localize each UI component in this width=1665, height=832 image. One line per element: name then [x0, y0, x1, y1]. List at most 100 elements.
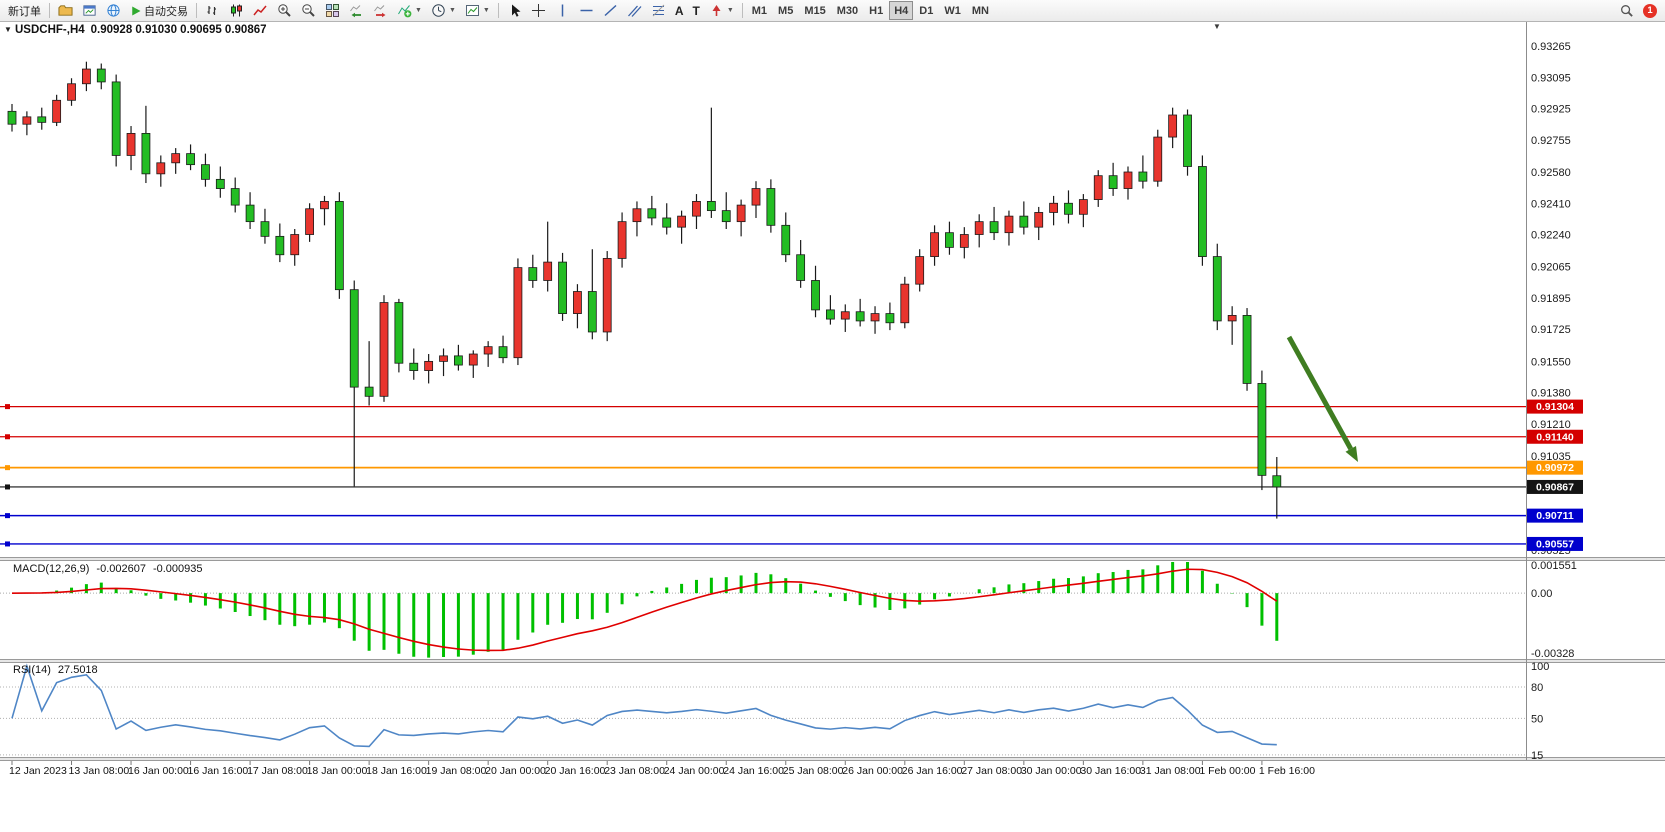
candle: [1138, 155, 1148, 189]
candle: [840, 304, 850, 332]
price-label-box: [1527, 536, 1583, 551]
rsi-axis-label: 80: [1531, 682, 1543, 694]
community-button[interactable]: [102, 1, 125, 20]
templates-button[interactable]: ▼: [461, 1, 494, 20]
timeframe-button-m30[interactable]: M30: [832, 1, 863, 20]
dropdown-caret: ▼: [482, 7, 490, 14]
cursor-button[interactable]: [503, 1, 526, 20]
candle: [409, 348, 419, 380]
line-handle[interactable]: [5, 484, 10, 490]
grid-layer: [0, 21, 1665, 761]
channel-button[interactable]: [623, 1, 646, 20]
timeframe-button-m5[interactable]: M5: [773, 1, 798, 20]
line-handle[interactable]: [5, 404, 10, 410]
label-button[interactable]: T: [688, 1, 703, 20]
time-label: 30 Jan 00:00: [1021, 765, 1082, 777]
price-label-box: [1527, 429, 1583, 444]
candle: [82, 61, 91, 92]
time-label: 30 Jan 16:00: [1080, 765, 1141, 777]
candle: [22, 111, 32, 136]
trend-arrow[interactable]: [1286, 335, 1353, 451]
timeframe-button-mn[interactable]: MN: [967, 1, 994, 20]
trendline-button[interactable]: [599, 1, 622, 20]
candle: [826, 295, 835, 325]
fibonacci-button[interactable]: [647, 1, 670, 20]
time-label: 18 Jan 16:00: [366, 765, 427, 777]
chart-shift-marker[interactable]: ▼: [1213, 22, 1221, 31]
indicators-icon: [397, 3, 412, 18]
trend-arrow-head[interactable]: [1345, 445, 1358, 462]
text-button[interactable]: A: [671, 1, 688, 20]
tile-windows-button[interactable]: [321, 1, 344, 20]
candlestick-chart-button[interactable]: [225, 1, 248, 20]
price-tick: 0.93095: [1531, 72, 1571, 84]
indicators-button[interactable]: ▼: [393, 1, 426, 20]
candle: [587, 249, 597, 340]
timeframe-button-m15[interactable]: M15: [799, 1, 830, 20]
price-label-text: 0.91140: [1536, 431, 1574, 443]
vertical-line-button[interactable]: [551, 1, 574, 20]
timeframe-button-d1[interactable]: D1: [914, 1, 938, 20]
new-order-label: 新订单: [8, 5, 41, 18]
candle: [67, 78, 76, 106]
periods-button[interactable]: ▼: [427, 1, 460, 20]
price-tick: 0.93265: [1531, 41, 1571, 53]
line-handle[interactable]: [5, 513, 10, 519]
zoom-in-button[interactable]: [273, 1, 296, 20]
autotrade-label: 自动交易: [144, 5, 188, 18]
candle: [1272, 456, 1282, 519]
candle: [617, 212, 627, 268]
auto-scroll-button[interactable]: [345, 1, 368, 20]
line-chart-button[interactable]: [249, 1, 272, 20]
bar-chart-button[interactable]: [201, 1, 224, 20]
panel-separator[interactable]: [0, 557, 1665, 561]
time-label: 17 Jan 08:00: [247, 765, 308, 777]
timeframe-button-m1[interactable]: M1: [747, 1, 772, 20]
candle: [528, 254, 538, 288]
candle: [7, 103, 17, 132]
new-order-button[interactable]: 新订单: [4, 1, 45, 20]
search-button[interactable]: [1616, 1, 1638, 20]
time-label: 12 Jan 2023: [9, 765, 67, 777]
chart-shift-button[interactable]: [369, 1, 392, 20]
price-tick: 0.91550: [1531, 356, 1571, 368]
timeframe-button-w1[interactable]: W1: [939, 1, 966, 20]
time-label: 1 Feb 00:00: [1199, 765, 1255, 777]
zoom-out-button[interactable]: [297, 1, 320, 20]
one-click-trading-arrow[interactable]: ▼: [4, 25, 12, 34]
notification-badge[interactable]: 1: [1643, 3, 1657, 18]
crosshair-button[interactable]: [527, 1, 550, 20]
profiles-button[interactable]: [54, 1, 77, 20]
candle: [513, 258, 523, 366]
panel-separator[interactable]: [0, 757, 1665, 761]
vertical-line-icon: [555, 3, 570, 18]
timeframe-label: D1: [919, 4, 934, 17]
timeframe-label: M5: [778, 4, 794, 17]
timeframe-button-h1[interactable]: H1: [864, 1, 888, 20]
time-label: 25 Jan 08:00: [783, 765, 844, 777]
line-handle[interactable]: [5, 465, 10, 471]
globe-icon: [106, 3, 121, 18]
panel-separator[interactable]: [0, 659, 1665, 663]
new-chart-button[interactable]: [78, 1, 101, 20]
price-tick: 0.92240: [1531, 230, 1571, 242]
price-axis[interactable]: 0.93265 0.93095 0.92925 0.92755 0.92580 0.924…: [1527, 41, 1583, 557]
price-label-box: [1527, 399, 1583, 414]
line-handle[interactable]: [5, 541, 10, 547]
line-handle[interactable]: [5, 434, 10, 440]
candle: [439, 348, 448, 377]
arrows-button[interactable]: ▼: [705, 1, 738, 20]
price-tick: 0.91380: [1531, 388, 1571, 400]
macd-axis-label: 0.00: [1531, 588, 1552, 600]
timeframe-button-h4[interactable]: H4: [889, 1, 914, 20]
candle: [275, 223, 285, 263]
candle: [245, 192, 255, 229]
cursor-icon: [507, 3, 522, 18]
time-label: 27 Jan 08:00: [961, 765, 1022, 777]
text-tool-icon: A: [674, 3, 684, 18]
autotrade-button[interactable]: 自动交易: [126, 1, 192, 20]
horizontal-line-button[interactable]: [575, 1, 598, 20]
